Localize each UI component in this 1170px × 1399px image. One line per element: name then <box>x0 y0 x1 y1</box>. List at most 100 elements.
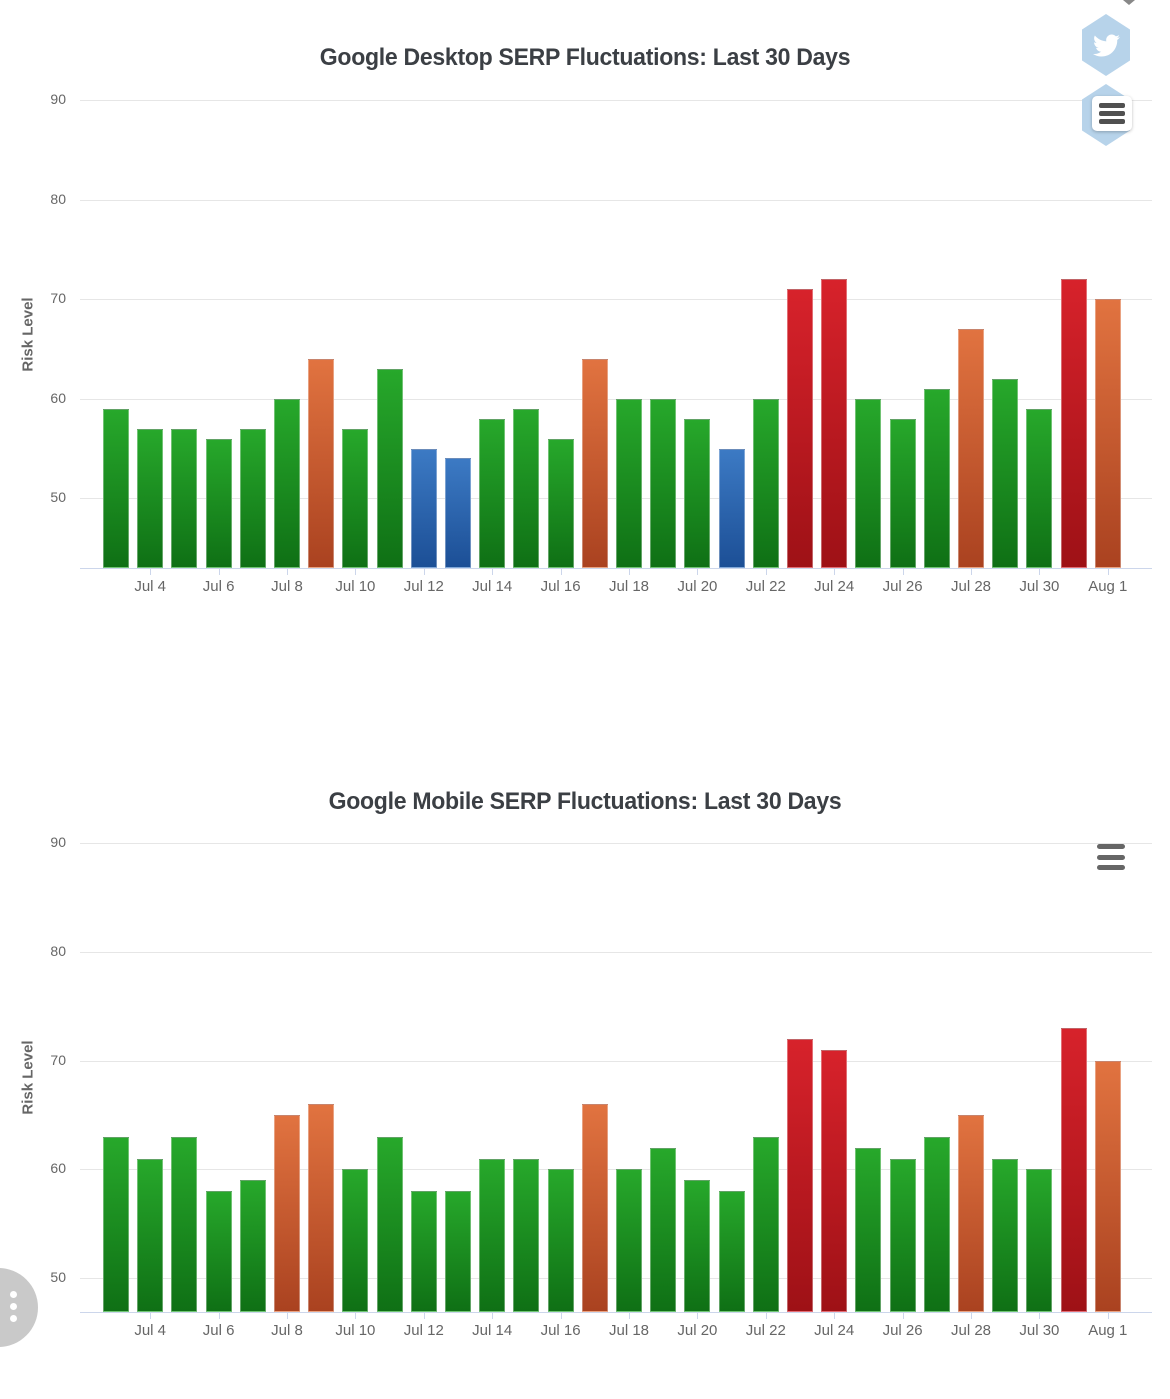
x-axis-tick-label: Jul 14 <box>472 1322 513 1339</box>
bar-jul-14[interactable] <box>479 1158 506 1312</box>
bar-jul-7[interactable] <box>239 428 266 568</box>
bar-jul-3[interactable] <box>103 1136 129 1312</box>
x-axis-tick <box>287 568 288 575</box>
bar-jul-15[interactable] <box>513 408 540 568</box>
bar-jul-17[interactable] <box>581 358 608 568</box>
x-axis-tick-label: Jul 28 <box>950 578 992 595</box>
bar-jul-22[interactable] <box>752 1136 779 1312</box>
bar-jul-4[interactable] <box>137 428 164 568</box>
bar-jul-8[interactable] <box>274 1115 300 1312</box>
bar-jul-23[interactable] <box>787 289 813 568</box>
x-axis-tick-label: Jul 12 <box>403 578 444 595</box>
chart-context-menu-button[interactable] <box>1092 96 1132 131</box>
hamburger-icon <box>1097 844 1125 849</box>
x-axis-tick <box>218 1312 220 1319</box>
bar-jul-20[interactable] <box>684 418 711 568</box>
bar-jul-11[interactable] <box>376 1136 403 1312</box>
bar-jul-6[interactable] <box>205 1191 232 1312</box>
bar-jul-25[interactable] <box>855 398 882 568</box>
bar-jul-30[interactable] <box>1026 408 1053 568</box>
bar-jul-24[interactable] <box>821 1049 848 1312</box>
x-axis-tick-label: Jul 18 <box>608 578 650 595</box>
x-axis-tick <box>629 568 630 575</box>
bar-jul-28[interactable] <box>958 329 984 568</box>
y-axis-tick-label: 90 <box>50 91 66 107</box>
bar-jul-30[interactable] <box>1026 1169 1053 1312</box>
bar-jul-18[interactable] <box>616 1169 642 1312</box>
x-axis-tick <box>150 1312 152 1319</box>
bar-jul-27[interactable] <box>923 388 950 568</box>
bar-jul-21[interactable] <box>718 1191 745 1312</box>
bar-jul-14[interactable] <box>479 418 506 568</box>
bar-jul-12[interactable] <box>410 448 437 568</box>
mobile-serp-chart: Google Mobile SERP Fluctuations: Last 30… <box>0 745 1170 1399</box>
x-axis-tick <box>765 568 767 575</box>
bar-jul-19[interactable] <box>650 1147 677 1312</box>
bar-jul-17[interactable] <box>581 1104 608 1312</box>
bar-jul-5[interactable] <box>171 428 198 568</box>
bar-jul-8[interactable] <box>274 398 300 568</box>
bar-jul-31[interactable] <box>1060 279 1087 568</box>
bar-jul-10[interactable] <box>342 1169 369 1312</box>
bar-jul-12[interactable] <box>410 1191 437 1312</box>
bar-jul-19[interactable] <box>650 398 677 568</box>
bar-jul-9[interactable] <box>308 358 335 568</box>
bar-jul-11[interactable] <box>376 368 403 568</box>
gridline <box>80 1060 1152 1062</box>
x-axis-tick-label: Jul 30 <box>1019 578 1060 595</box>
twitter-share-button[interactable] <box>1082 14 1130 76</box>
bar-jul-23[interactable] <box>787 1038 813 1312</box>
chart-context-menu-button[interactable] <box>1097 844 1127 870</box>
bar-jul-29[interactable] <box>992 1158 1019 1312</box>
twitter-bird-icon <box>1092 34 1120 56</box>
bar-jul-25[interactable] <box>855 1147 882 1312</box>
bar-jul-16[interactable] <box>547 1169 574 1312</box>
gridline <box>80 843 1152 844</box>
partial-hexagon-icon <box>1123 0 1135 5</box>
bar-jul-13[interactable] <box>445 458 471 568</box>
bar-aug-1[interactable] <box>1094 299 1121 568</box>
bar-jul-22[interactable] <box>752 398 779 568</box>
bar-aug-1[interactable] <box>1094 1060 1121 1312</box>
bar-jul-3[interactable] <box>103 408 129 568</box>
bar-jul-20[interactable] <box>684 1180 711 1312</box>
bar-jul-7[interactable] <box>239 1180 266 1312</box>
bar-jul-24[interactable] <box>821 279 848 568</box>
y-axis-title: Risk Level <box>19 296 37 372</box>
bar-jul-27[interactable] <box>923 1136 950 1312</box>
hamburger-icon <box>1099 103 1125 108</box>
bar-jul-26[interactable] <box>889 1158 916 1312</box>
bar-jul-5[interactable] <box>171 1136 198 1312</box>
x-axis-tick <box>423 1312 425 1319</box>
x-axis-tick <box>560 1312 562 1319</box>
bar-jul-26[interactable] <box>889 418 916 568</box>
bar-jul-21[interactable] <box>718 448 745 568</box>
x-axis-tick <box>355 1312 357 1319</box>
bar-jul-31[interactable] <box>1060 1028 1087 1312</box>
bar-jul-13[interactable] <box>445 1191 471 1312</box>
x-axis-tick <box>560 568 562 575</box>
x-axis-tick-label: Jul 16 <box>540 578 581 595</box>
x-axis-tick-label: Jul 18 <box>608 1322 650 1339</box>
bar-jul-15[interactable] <box>513 1158 540 1312</box>
x-axis-tick <box>492 1312 494 1319</box>
bar-jul-28[interactable] <box>958 1115 984 1312</box>
bar-jul-6[interactable] <box>205 438 232 568</box>
x-axis-line <box>80 1312 1152 1313</box>
plot-area: Risk Level 90 80 70 60 50 Jul 4 Jul 6 Jul 8 Jul … <box>20 834 1152 1339</box>
x-axis-tick <box>355 568 357 575</box>
x-axis-tick <box>629 1312 630 1319</box>
x-axis-tick-label: Jul 22 <box>745 1322 786 1339</box>
bar-jul-9[interactable] <box>308 1104 335 1312</box>
x-axis-tick <box>902 568 904 575</box>
bar-jul-10[interactable] <box>342 428 369 568</box>
bar-jul-16[interactable] <box>547 438 574 568</box>
x-axis-tick <box>697 1312 699 1319</box>
bar-jul-18[interactable] <box>616 398 642 568</box>
x-axis-tick-label: Jul 12 <box>403 1322 444 1339</box>
bar-jul-29[interactable] <box>992 378 1019 568</box>
x-axis-tick-label: Jul 6 <box>202 578 235 595</box>
x-axis-tick <box>765 1312 767 1319</box>
y-axis-tick-label: 60 <box>50 389 66 406</box>
bar-jul-4[interactable] <box>137 1158 164 1312</box>
